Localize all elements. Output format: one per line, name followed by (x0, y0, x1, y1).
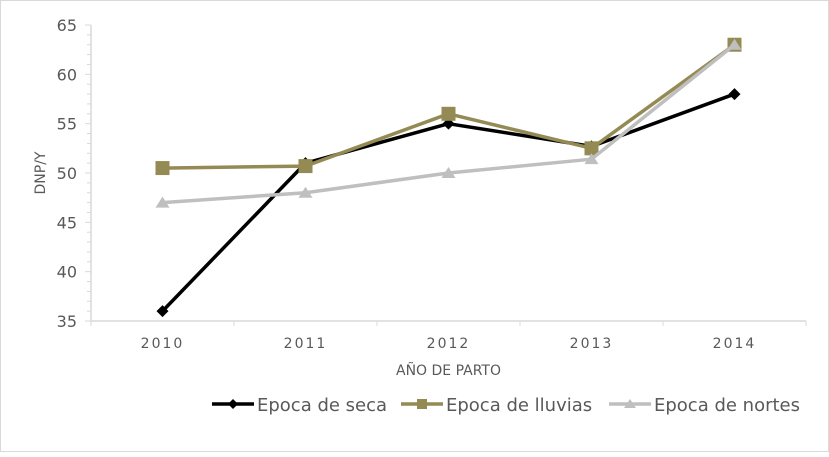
legend-label: Epoca de seca (257, 395, 387, 416)
y-tick-label: 40 (57, 263, 77, 282)
triangle-marker (584, 153, 599, 165)
series-epoca-de-nortes (155, 38, 742, 208)
triangle-marker (441, 167, 456, 178)
x-tick-label: 2013 (570, 336, 614, 352)
square-marker (584, 141, 599, 156)
series-line (162, 43, 736, 170)
legend-label: Epoca de nortes (654, 395, 800, 416)
y-tick-label: 65 (57, 16, 77, 35)
y-tick-label: 60 (57, 65, 77, 84)
legend-item: Epoca de lluvias (401, 395, 592, 416)
x-tick-label: 2012 (427, 336, 471, 352)
square-marker (155, 161, 170, 176)
triangle-marker (727, 38, 742, 50)
triangle-marker (624, 399, 636, 408)
legend: Epoca de seca Epoca de lluvias Epoca de no… (212, 395, 800, 416)
triangle-marker (298, 186, 313, 198)
y-tick-label: 35 (57, 312, 77, 331)
legend-item: Epoca de seca (212, 395, 387, 416)
diamond-marker (156, 305, 169, 318)
triangle-marker (155, 196, 170, 208)
y-tick-label: 50 (57, 164, 77, 183)
x-tick-label: 2010 (141, 336, 185, 352)
square-marker (298, 159, 313, 174)
y-tick-label: 55 (57, 115, 77, 134)
legend-label: Epoca de lluvias (446, 395, 592, 416)
series-epoca-de-lluvias (155, 37, 742, 176)
square-marker (417, 399, 427, 409)
y-axis-title: DNP/Y (33, 151, 49, 194)
diamond-marker (228, 399, 238, 409)
x-axis-title: AÑO DE PARTO (396, 362, 501, 379)
diamond-marker (728, 88, 741, 101)
y-tick-label: 45 (57, 213, 77, 232)
square-marker (441, 106, 456, 121)
series-epoca-de-seca (156, 88, 741, 318)
x-tick-label: 2011 (284, 336, 328, 352)
x-tick-label: 2014 (713, 336, 757, 352)
legend-item: Epoca de nortes (609, 395, 800, 416)
